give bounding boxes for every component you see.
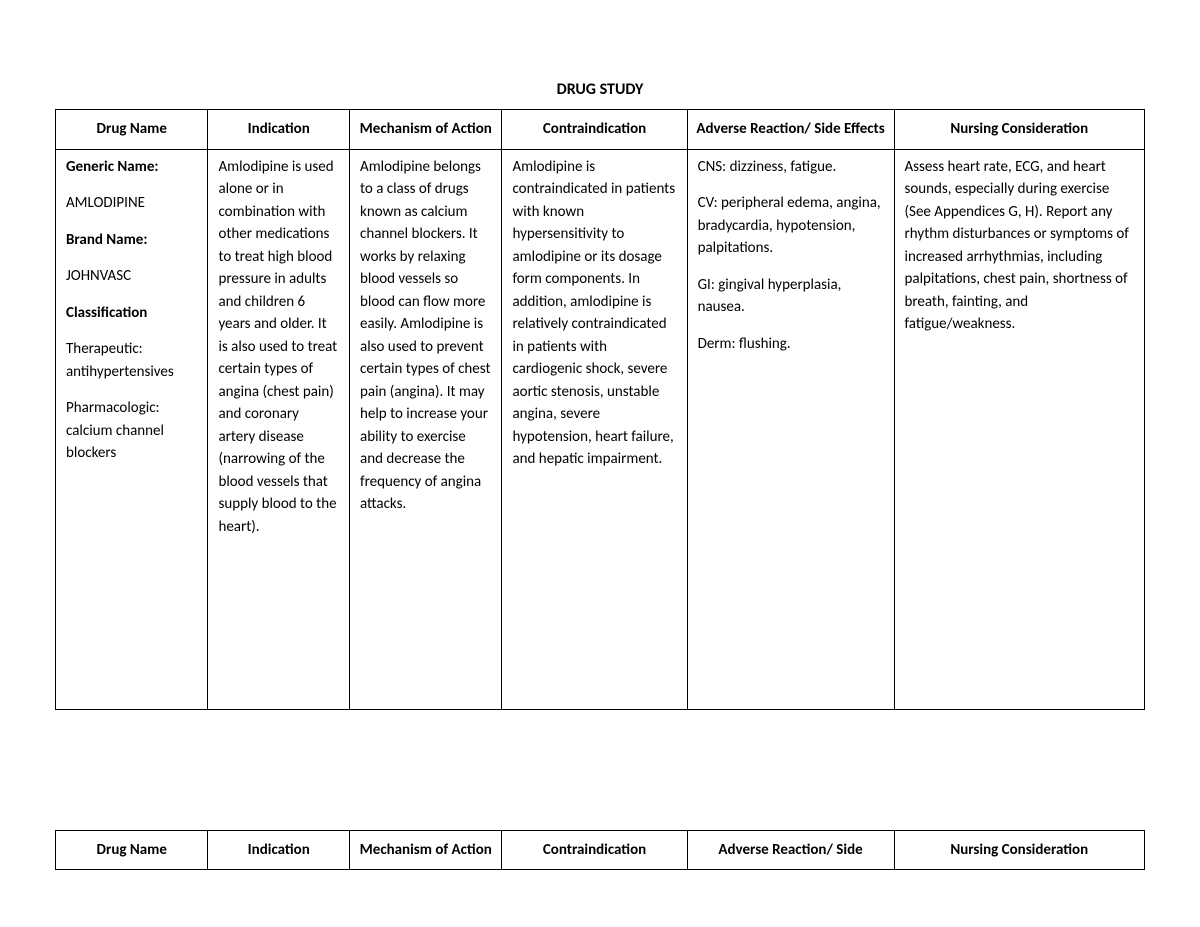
page-title: DRUG STUDY <box>55 80 1145 99</box>
table-spacer <box>55 710 1145 830</box>
table-header-row: Drug Name Indication Mechanism of Action… <box>56 110 1145 150</box>
cell-adverse: CNS: dizziness, fatigue. CV: peripheral … <box>687 149 894 709</box>
table-header-row: Drug Name Indication Mechanism of Action… <box>56 830 1145 870</box>
col-header-mechanism: Mechanism of Action <box>350 830 502 870</box>
therapeutic-class: Therapeutic: antihypertensives <box>66 338 197 383</box>
cell-drug-name: Generic Name: AMLODIPINE Brand Name: JOH… <box>56 149 208 709</box>
col-header-nursing: Nursing Consideration <box>894 110 1145 150</box>
brand-name-label: Brand Name: <box>66 231 147 249</box>
cell-nursing: Assess heart rate, ECG, and heart sounds… <box>894 149 1145 709</box>
col-header-nursing: Nursing Consideration <box>894 830 1145 870</box>
drug-study-table-1: Drug Name Indication Mechanism of Action… <box>55 109 1145 710</box>
adverse-derm: Derm: flushing. <box>698 333 884 356</box>
classification-label: Classification <box>66 304 147 322</box>
col-header-adverse: Adverse Reaction/ Side <box>687 830 894 870</box>
col-header-indication: Indication <box>208 110 350 150</box>
cell-indication: Amlodipine is used alone or in combinati… <box>208 149 350 709</box>
document-page: DRUG STUDY Drug Name Indication Mechanis… <box>0 0 1200 910</box>
adverse-cv: CV: peripheral edema, angina, bradycardi… <box>698 192 884 260</box>
col-header-contra: Contraindication <box>502 830 687 870</box>
col-header-adverse: Adverse Reaction/ Side Effects <box>687 110 894 150</box>
generic-name-label: Generic Name: <box>66 158 159 176</box>
table-row: Generic Name: AMLODIPINE Brand Name: JOH… <box>56 149 1145 709</box>
drug-study-table-2: Drug Name Indication Mechanism of Action… <box>55 830 1145 871</box>
cell-contraindication: Amlodipine is contraindicated in patient… <box>502 149 687 709</box>
brand-name-value: JOHNVASC <box>66 265 197 288</box>
col-header-drug-name: Drug Name <box>56 830 208 870</box>
col-header-drug-name: Drug Name <box>56 110 208 150</box>
col-header-mechanism: Mechanism of Action <box>350 110 502 150</box>
cell-mechanism: Amlodipine belongs to a class of drugs k… <box>350 149 502 709</box>
pharmacologic-class: Pharmacologic: calcium channel blockers <box>66 397 197 465</box>
col-header-indication: Indication <box>208 830 350 870</box>
col-header-contra: Contraindication <box>502 110 687 150</box>
adverse-cns: CNS: dizziness, fatigue. <box>698 156 884 179</box>
adverse-gi: GI: gingival hyperplasia, nausea. <box>698 274 884 319</box>
generic-name-value: AMLODIPINE <box>66 192 197 215</box>
